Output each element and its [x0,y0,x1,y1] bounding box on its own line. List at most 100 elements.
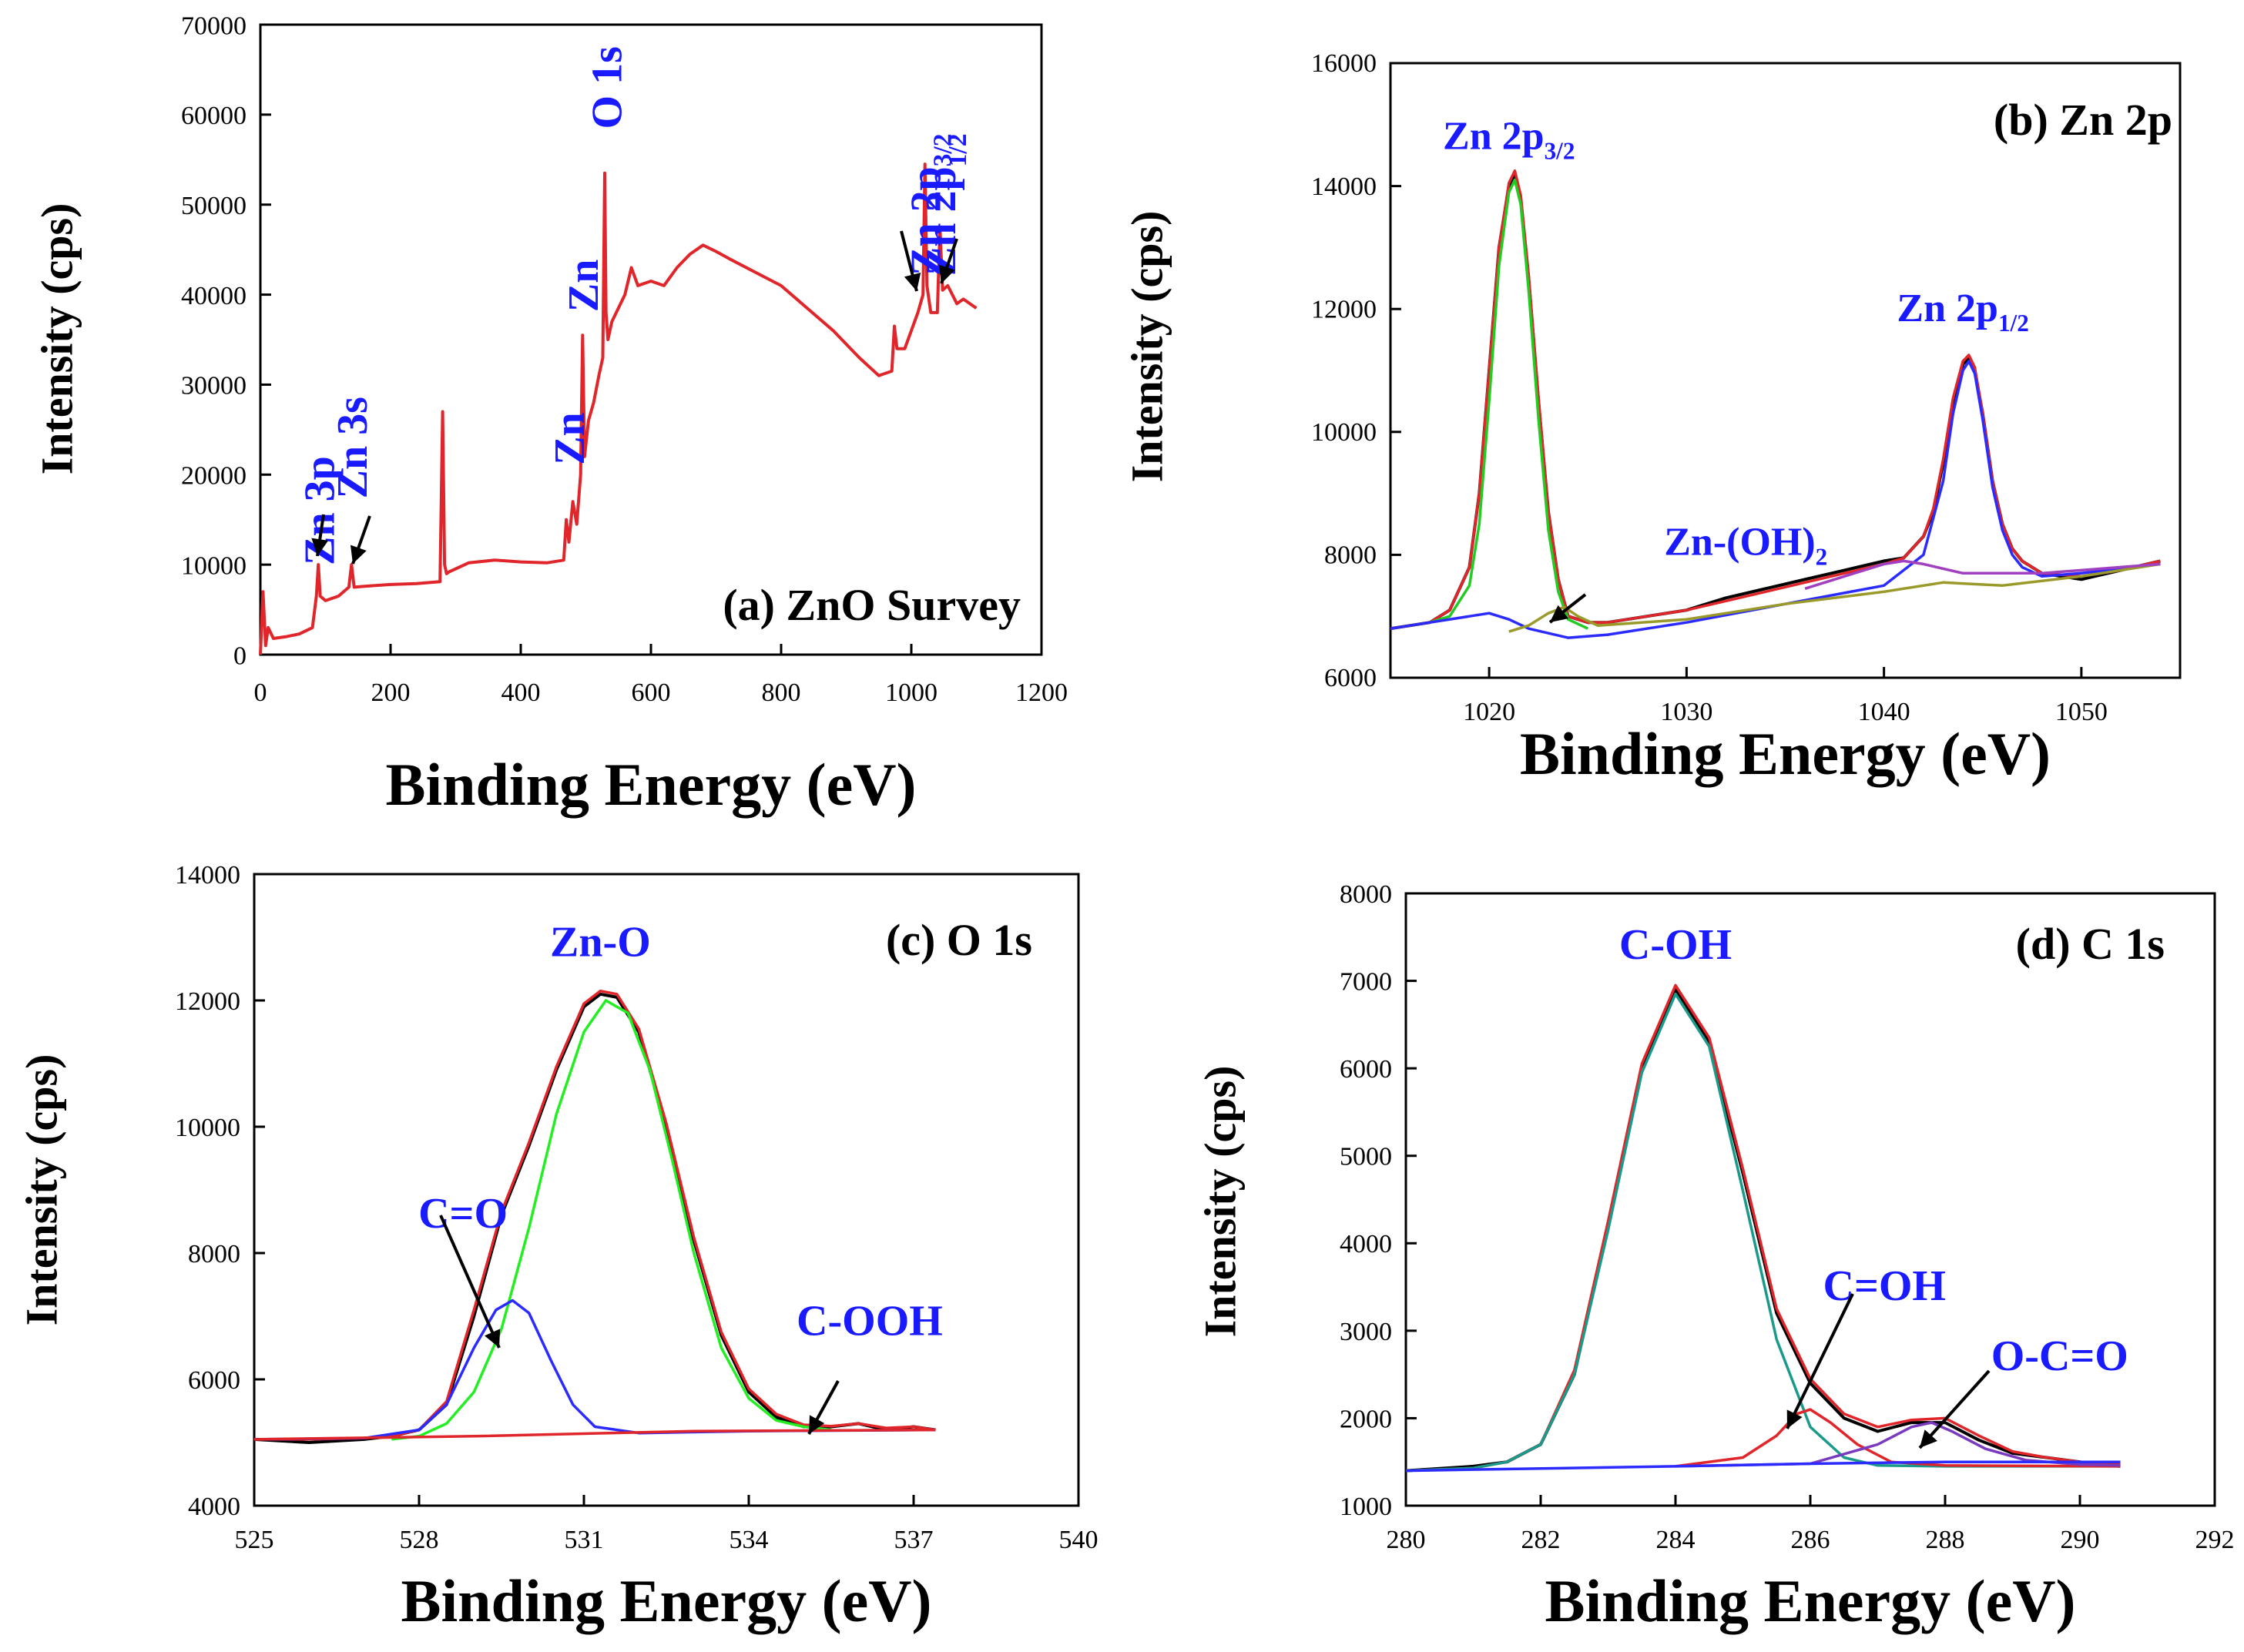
x-tick-label: 1040 [1858,698,1910,726]
y-tick-label: 60000 [181,102,247,130]
peak-label: Zn 2p3/2 [1443,115,1575,165]
plot-frame [259,23,1043,656]
y-tick-label: 4000 [188,1493,240,1521]
x-tick-label: 1020 [1463,698,1515,726]
x-tick-label: 1050 [2055,698,2108,726]
y-tick-label: 50000 [181,192,247,220]
arrow-head [1550,605,1569,622]
x-tick-label: 1200 [1015,679,1068,707]
x-tick-label: 1030 [1660,698,1712,726]
x-tick-label: 600 [632,679,671,707]
y-tick-label: 6000 [1324,664,1377,692]
y-tick-label: 3000 [1340,1318,1392,1346]
annotation-arrow [439,1215,501,1349]
series-line-5 [1508,562,2161,633]
peak-label: Zn 2p3/2 [902,133,957,276]
peak-label: Zn 2p1/2 [1897,287,2028,337]
peak-label: C-OOH [797,1298,943,1345]
y-tick-label: 4000 [1340,1230,1392,1258]
series-line-6 [1804,559,2161,590]
arrow-head [350,545,367,564]
arrow-head [1786,1409,1803,1429]
y-tick-label: 6000 [188,1366,240,1395]
x-tick-label: 200 [371,679,411,707]
y-tick-label: 14000 [1311,173,1377,201]
y-tick-label: 12000 [1311,295,1377,323]
series-line-1 [259,163,978,655]
series-line-1 [1405,987,2121,1473]
peak-label: Zn [546,412,594,465]
x-tick-label: 525 [235,1526,274,1554]
x-axis-title: Binding Energy (eV) [385,751,916,818]
peak-label: C=O [418,1190,508,1238]
x-axis-title: Binding Energy (eV) [401,1567,931,1634]
y-tick-label: 12000 [175,987,240,1016]
panel-label: (d) C 1s [2016,919,2165,969]
y-axis-title: Intensity (cps) [1122,211,1172,483]
x-tick-label: 282 [1521,1526,1561,1554]
arrow-head [1920,1429,1937,1448]
x-tick-label: 528 [400,1526,439,1554]
arrow-head [311,538,329,556]
y-tick-label: 20000 [181,462,247,491]
peak-label: O-C=O [1991,1332,2128,1380]
y-tick-label: 8000 [1324,541,1377,570]
y-tick-label: 8000 [188,1240,240,1268]
panel-label: (a) ZnO Survey [723,580,1021,630]
arrow-head [809,1415,825,1434]
y-tick-label: 6000 [1340,1055,1392,1084]
series-line-3 [391,999,832,1441]
x-tick-label: 292 [2195,1526,2235,1554]
x-tick-label: 531 [565,1526,604,1554]
chart-panel-1: 0 200 400 600 800 1000 1200 0 10000 20000 30000 400… [32,12,1068,818]
peak-label: Zn 3s [329,397,377,498]
x-tick-label: 537 [894,1526,934,1554]
x-tick-label: 540 [1059,1526,1099,1554]
series-line-4 [1390,360,2161,639]
x-tick-label: 288 [1926,1526,1965,1554]
arrow-head [904,272,921,291]
series-line-2 [1405,983,2121,1473]
x-tick-label: 534 [730,1526,769,1554]
series-line-3 [1405,992,2121,1473]
y-tick-label: 8000 [1340,880,1392,909]
y-axis-title: Intensity (cps) [16,1054,66,1326]
series-line-5 [253,1428,936,1441]
annotation-arrow [1918,1369,1991,1449]
peak-label: Zn [560,260,608,313]
x-axis-title: Binding Energy (eV) [1520,720,2051,787]
y-tick-label: 30000 [181,372,247,400]
peak-label: Zn 2p1/2 [917,133,972,276]
y-tick-label: 70000 [181,12,247,40]
peak-label: Zn-O [550,919,651,967]
y-tick-label: 0 [233,642,247,670]
plot-frame [1404,892,2216,1507]
chart-panel-3: 525 528 531 534 537 540 4000 6000 8000 10000 12000… [16,861,1098,1634]
y-axis-title: Intensity (cps) [32,203,82,475]
x-tick-label: 400 [501,679,541,707]
series-line-6 [1405,1460,2121,1473]
series-line-4 [1675,1408,2121,1468]
panel-label: (c) O 1s [886,915,1032,965]
series-line-1 [253,992,936,1444]
y-tick-label: 7000 [1340,967,1392,996]
peak-label: Zn-(OH)2 [1664,520,1827,570]
y-tick-label: 40000 [181,282,247,310]
y-tick-label: 16000 [1311,49,1377,78]
annotation-arrow [1786,1293,1854,1429]
x-axis-title: Binding Energy (eV) [1545,1567,2075,1634]
x-tick-label: 286 [1791,1526,1830,1554]
peak-label: O 1s [583,46,631,129]
series-line-3 [1429,178,1589,630]
arrow-head [485,1329,501,1348]
y-tick-label: 2000 [1340,1405,1392,1433]
x-tick-label: 800 [762,679,801,707]
peak-label: C-OH [1619,921,1732,969]
series-line-2 [254,989,936,1441]
x-tick-label: 280 [1387,1526,1426,1554]
x-tick-label: 1000 [885,679,938,707]
panel-label: (b) Zn 2p [1994,95,2172,145]
peak-label: C=OH [1823,1262,1946,1310]
arrow-head [938,264,955,283]
